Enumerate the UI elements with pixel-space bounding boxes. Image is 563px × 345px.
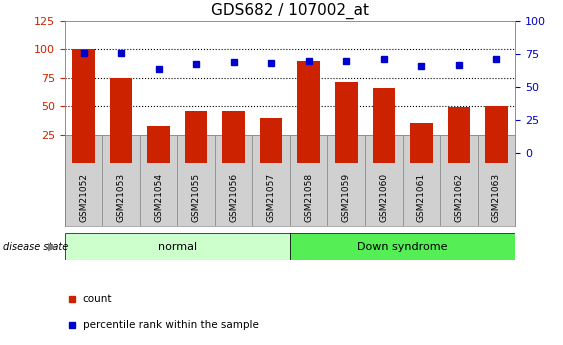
Text: GSM21061: GSM21061	[417, 173, 426, 222]
FancyBboxPatch shape	[477, 135, 515, 226]
Text: ▶: ▶	[48, 242, 56, 252]
Bar	[72, 49, 95, 163]
FancyBboxPatch shape	[140, 135, 177, 226]
Text: GSM21062: GSM21062	[454, 173, 463, 222]
Text: GSM21063: GSM21063	[492, 173, 501, 222]
Bar	[110, 78, 132, 163]
Text: Down syndrome: Down syndrome	[358, 242, 448, 252]
FancyBboxPatch shape	[290, 233, 515, 260]
Bar	[260, 118, 283, 163]
FancyBboxPatch shape	[403, 135, 440, 226]
Text: GSM21060: GSM21060	[379, 173, 388, 222]
FancyBboxPatch shape	[65, 233, 290, 260]
FancyBboxPatch shape	[365, 135, 403, 226]
Text: percentile rank within the sample: percentile rank within the sample	[83, 320, 258, 330]
Bar	[222, 111, 245, 163]
Text: GSM21055: GSM21055	[191, 173, 200, 222]
Text: GSM21053: GSM21053	[117, 173, 126, 222]
Text: GSM21056: GSM21056	[229, 173, 238, 222]
FancyBboxPatch shape	[102, 135, 140, 226]
Text: GSM21057: GSM21057	[267, 173, 276, 222]
Text: count: count	[83, 294, 112, 304]
Bar	[410, 124, 432, 163]
Text: GSM21054: GSM21054	[154, 173, 163, 222]
Text: disease state: disease state	[3, 242, 68, 252]
FancyBboxPatch shape	[328, 135, 365, 226]
Bar	[335, 82, 358, 163]
Bar	[148, 126, 170, 163]
Text: GSM21052: GSM21052	[79, 173, 88, 222]
Text: GSM21058: GSM21058	[304, 173, 313, 222]
Bar	[485, 106, 508, 163]
FancyBboxPatch shape	[215, 135, 252, 226]
Text: GSM21059: GSM21059	[342, 173, 351, 222]
Bar	[185, 111, 207, 163]
FancyBboxPatch shape	[440, 135, 477, 226]
FancyBboxPatch shape	[290, 135, 328, 226]
FancyBboxPatch shape	[65, 135, 102, 226]
Bar	[373, 88, 395, 163]
Title: GDS682 / 107002_at: GDS682 / 107002_at	[211, 3, 369, 19]
Text: normal: normal	[158, 242, 197, 252]
Bar	[448, 107, 470, 163]
FancyBboxPatch shape	[177, 135, 215, 226]
FancyBboxPatch shape	[252, 135, 290, 226]
Bar	[297, 61, 320, 163]
